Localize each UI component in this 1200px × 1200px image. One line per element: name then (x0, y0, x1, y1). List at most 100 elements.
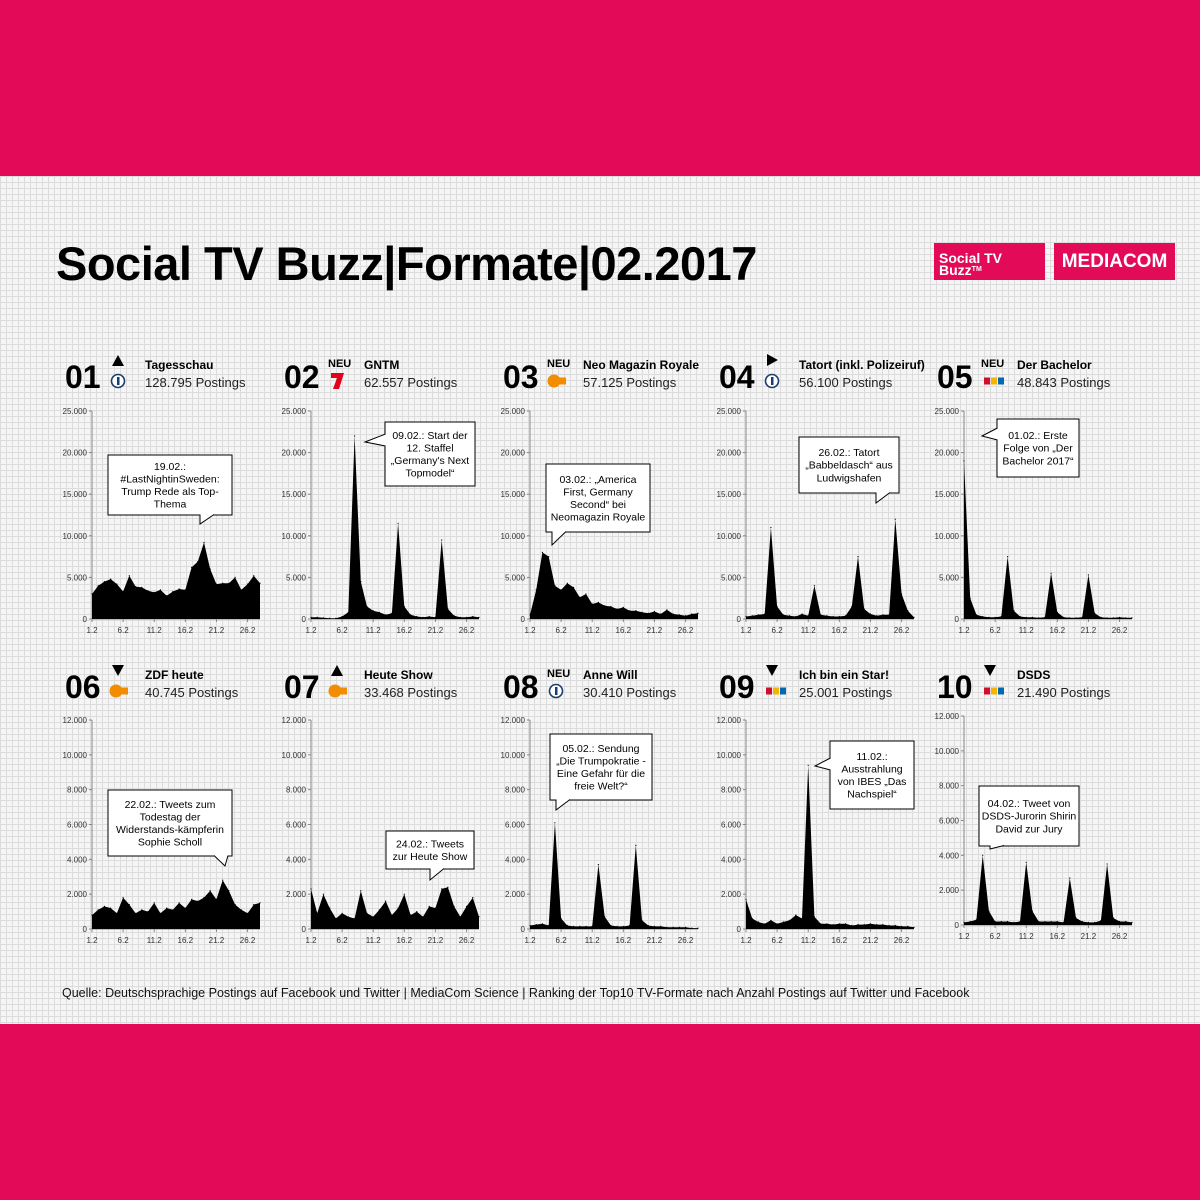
data-point (422, 916, 424, 918)
data-point (622, 606, 624, 609)
data-point (845, 923, 847, 925)
data-point (141, 586, 143, 589)
data-point (391, 612, 393, 614)
callout-text: Todestag der (140, 811, 201, 823)
data-point (397, 522, 399, 524)
data-point (159, 912, 161, 914)
x-tick-label: 16.2 (832, 936, 848, 945)
rank-number: 06 (65, 669, 101, 705)
new-badge: NEU (547, 668, 570, 680)
y-tick-label: 6.000 (721, 821, 742, 830)
callout-text: 03.02.: „America (559, 474, 636, 486)
y-tick-label: 12.000 (282, 716, 307, 725)
data-point (385, 614, 387, 616)
x-tick-label: 26.2 (894, 626, 910, 635)
data-point (116, 912, 118, 914)
data-point (472, 615, 474, 618)
data-point (153, 591, 155, 594)
data-point (757, 614, 760, 616)
area-series (92, 542, 260, 619)
x-tick-label: 1.2 (86, 936, 98, 945)
chart-panel-10: 10 DSDS 21.490 Postings 12.000 10.000 8.000 6.… (935, 665, 1133, 941)
y-tick-label: 5.000 (939, 573, 960, 582)
y-tick-label: 25.000 (63, 407, 88, 416)
callout-pointer (980, 427, 998, 441)
y-tick-label: 8.000 (286, 786, 307, 795)
x-tick-label: 1.2 (524, 626, 536, 635)
data-point (453, 905, 455, 908)
data-point (560, 917, 562, 920)
callout-text: 09.02.: Start der (392, 430, 468, 442)
data-point (776, 605, 778, 608)
format-name: Tagesschau (145, 358, 213, 372)
data-point (416, 615, 418, 618)
data-point (1112, 617, 1114, 619)
y-tick-label: 6.000 (505, 821, 526, 830)
data-point (1131, 617, 1133, 619)
data-point (354, 917, 356, 920)
callout-text: Eine Gefahr für die (557, 768, 645, 780)
data-point (666, 926, 668, 928)
data-point (535, 924, 537, 926)
annotation-callout: 19.02.:#LastNightinSweden:Trump Rede als… (107, 454, 233, 525)
trend-down-icon (984, 665, 996, 676)
data-point (91, 593, 93, 595)
data-point (641, 919, 643, 921)
data-point (1075, 917, 1077, 919)
callout-pointer (551, 531, 567, 547)
y-tick-label: 25.000 (501, 407, 526, 416)
callout-text: Sophie Scholl (138, 837, 202, 849)
rank-number: 01 (65, 359, 101, 395)
callout-text: Trump Rede als Top- (121, 486, 219, 498)
rank-number: 05 (937, 359, 973, 395)
x-tick-label: 16.2 (832, 626, 848, 635)
trend-up-icon (331, 665, 343, 676)
data-point (259, 902, 261, 904)
y-tick-label: 2.000 (939, 886, 960, 895)
y-tick-label: 2.000 (67, 890, 88, 899)
data-point (240, 589, 242, 591)
callout-text: Topmodel“ (405, 468, 455, 480)
data-point (1050, 920, 1052, 923)
x-tick-label: 26.2 (240, 626, 256, 635)
trend-down-icon (766, 665, 778, 676)
postings-count: 40.745 Postings (145, 685, 239, 700)
trend-up-icon (112, 355, 124, 366)
x-tick-label: 21.2 (428, 626, 444, 635)
data-point (1069, 877, 1071, 879)
data-point (1031, 910, 1033, 912)
rtl-icon (766, 687, 786, 695)
callout-pointer (363, 433, 386, 447)
callout-pointer (813, 757, 831, 771)
data-point (1044, 616, 1046, 618)
data-point (447, 886, 449, 888)
x-tick-label: 21.2 (1081, 932, 1097, 941)
content-panel (0, 176, 1200, 1024)
data-point (548, 924, 550, 927)
y-tick-label: 10.000 (717, 532, 742, 541)
data-point (316, 912, 318, 914)
callout-text: Neomagazin Royale (551, 512, 646, 524)
data-point (410, 614, 412, 616)
data-point (316, 616, 318, 618)
callout-pointer (555, 799, 571, 811)
data-point (1025, 861, 1027, 863)
data-point (228, 582, 230, 584)
x-tick-label: 26.2 (678, 626, 694, 635)
callout-text: 24.02.: Tweets (396, 838, 464, 850)
data-point (234, 904, 236, 906)
callout-box (798, 436, 900, 494)
data-point (1125, 920, 1127, 923)
data-point (147, 911, 149, 913)
data-point (585, 593, 587, 595)
data-point (907, 610, 909, 612)
data-point (372, 916, 374, 918)
x-tick-label: 6.2 (118, 626, 130, 635)
data-point (795, 914, 797, 916)
page-title: Social TV Buzz|Formate|02.2017 (56, 237, 757, 290)
x-tick-label: 11.2 (1019, 626, 1035, 635)
x-tick-label: 21.2 (863, 626, 879, 635)
rank-number: 03 (503, 359, 539, 395)
